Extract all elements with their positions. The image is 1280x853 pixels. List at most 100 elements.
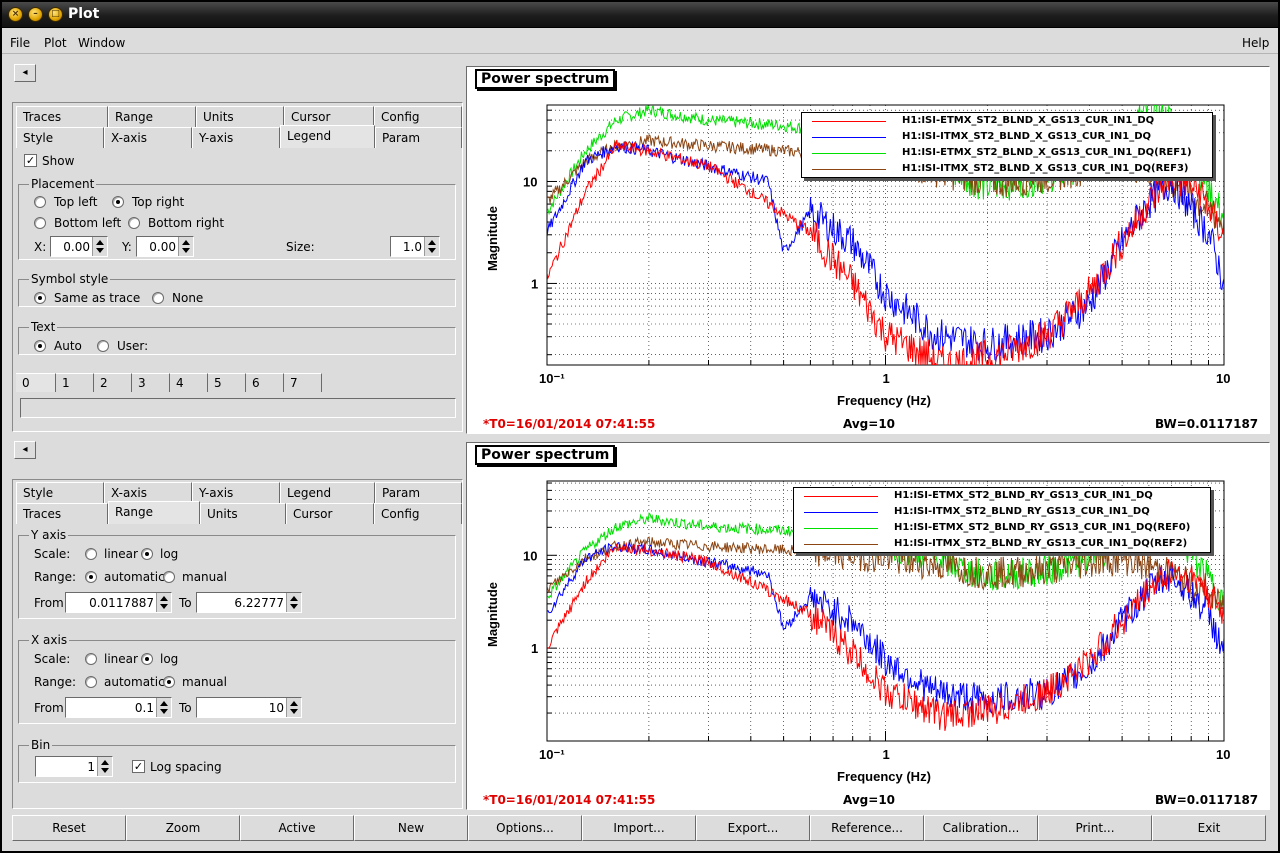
reset-button[interactable]: Reset — [12, 815, 126, 841]
trace-tab-4[interactable]: 4 — [170, 373, 208, 392]
same-as-trace-radio[interactable] — [34, 292, 46, 304]
y-linear-radio[interactable] — [85, 548, 97, 560]
power-spectrum-plot-top[interactable]: Power spectrum 10⁻¹ 1 10 10 1 Frequency (Hz) M… — [466, 66, 1270, 434]
legend-x-input[interactable]: 0.00 — [50, 236, 108, 257]
trace-tab-1[interactable]: 1 — [56, 373, 94, 392]
top-left-radio[interactable] — [34, 196, 46, 208]
legend-line — [804, 544, 878, 545]
x-log-radio[interactable] — [141, 653, 153, 665]
collapse-top-button[interactable]: ◂ — [14, 64, 36, 82]
tab-x-axis[interactable]: X-axis — [104, 127, 192, 148]
exit-button[interactable]: Exit — [1152, 815, 1266, 841]
maximize-icon[interactable]: □ — [48, 7, 63, 22]
y-from-spin-arrows[interactable] — [156, 593, 171, 612]
left-arrow-icon: ◂ — [22, 444, 28, 455]
legend-x-spin-arrows[interactable] — [92, 237, 107, 256]
tab-param[interactable]: Param — [375, 127, 462, 148]
x-from-input[interactable]: 0.1 — [65, 697, 172, 718]
top-right-radio[interactable] — [112, 196, 124, 208]
y-from-input[interactable]: 0.0117887 — [65, 592, 172, 613]
collapse-bottom-button[interactable]: ◂ — [14, 441, 36, 459]
x-automatic-radio[interactable] — [85, 676, 97, 688]
x-linear-radio[interactable] — [85, 653, 97, 665]
y-log-radio[interactable] — [141, 548, 153, 560]
symbol-none-radio[interactable] — [152, 292, 164, 304]
options-button[interactable]: Options... — [468, 815, 582, 841]
tab-config[interactable]: Config — [374, 503, 462, 524]
reference-button[interactable]: Reference... — [810, 815, 924, 841]
tab-y-axis[interactable]: Y-axis — [192, 482, 280, 503]
y-tick-label: 10 — [523, 548, 537, 563]
avg-label: Avg=10 — [843, 793, 896, 807]
tab-style[interactable]: Style — [16, 127, 104, 148]
legend-size-spin-arrows[interactable] — [424, 237, 439, 256]
text-auto-radio[interactable] — [34, 340, 46, 352]
y-manual-radio[interactable] — [163, 571, 175, 583]
tab-units[interactable]: Units — [196, 106, 284, 127]
tab-cursor[interactable]: Cursor — [286, 503, 374, 524]
tab-config[interactable]: Config — [374, 106, 462, 127]
menu-help[interactable]: Help — [1242, 36, 1270, 50]
legend-size-input[interactable]: 1.0 — [390, 236, 440, 257]
tab-y-axis[interactable]: Y-axis — [192, 127, 280, 148]
x-to-spin-arrows[interactable] — [286, 698, 301, 717]
y-tick-label: 1 — [531, 276, 538, 291]
close-icon[interactable]: × — [8, 7, 23, 22]
legend-line — [804, 528, 878, 529]
text-user-radio[interactable] — [97, 340, 109, 352]
new-button[interactable]: New — [354, 815, 468, 841]
title-bar[interactable]: × – □ Plot — [2, 2, 1278, 28]
print-button[interactable]: Print... — [1038, 815, 1152, 841]
zoom-button[interactable]: Zoom — [126, 815, 240, 841]
active-button[interactable]: Active — [240, 815, 354, 841]
x-manual-radio[interactable] — [163, 676, 175, 688]
y-to-spin-arrows[interactable] — [286, 593, 301, 612]
same-as-trace-label: Same as trace — [54, 291, 141, 305]
power-spectrum-plot-bottom[interactable]: Power spectrum 10⁻¹ 1 10 10 1 Frequency (Hz) M… — [466, 442, 1270, 810]
tab-cursor[interactable]: Cursor — [284, 106, 374, 127]
x-range-label: Range: — [34, 675, 77, 689]
bottom-left-radio[interactable] — [34, 217, 46, 229]
calibration-button[interactable]: Calibration... — [924, 815, 1038, 841]
plot-legend[interactable]: H1:ISI-ETMX_ST2_BLND_X_GS13_CUR_IN1_DQ H… — [801, 112, 1213, 178]
menu-window[interactable]: Window — [78, 36, 126, 50]
y-log-label: log — [160, 547, 179, 561]
menu-file[interactable]: File — [10, 36, 31, 50]
tab-legend[interactable]: Legend — [280, 125, 375, 148]
y-to-input[interactable]: 6.22777 — [196, 592, 302, 613]
menu-plot[interactable]: Plot — [44, 36, 67, 50]
trace-tab-7[interactable]: 7 — [284, 373, 322, 392]
tab-param[interactable]: Param — [375, 482, 462, 503]
plot-legend[interactable]: H1:ISI-ETMX_ST2_BLND_RY_GS13_CUR_IN1_DQ … — [793, 487, 1211, 553]
x-from-spin-arrows[interactable] — [156, 698, 171, 717]
trace-tab-0[interactable]: 0 — [16, 373, 56, 392]
avg-label: Avg=10 — [843, 417, 896, 431]
tab-units[interactable]: Units — [200, 503, 286, 524]
legend-y-spin-arrows[interactable] — [178, 237, 193, 256]
x-to-input[interactable]: 10 — [196, 697, 302, 718]
legend-y-value: 0.00 — [149, 240, 176, 254]
tab-style[interactable]: Style — [16, 482, 104, 503]
tab-traces[interactable]: Traces — [16, 503, 108, 524]
import-button[interactable]: Import... — [582, 815, 696, 841]
trace-tab-3[interactable]: 3 — [132, 373, 170, 392]
log-spacing-checkbox[interactable]: ✓ — [132, 760, 145, 773]
trace-tab-5[interactable]: 5 — [208, 373, 246, 392]
tab-x-axis[interactable]: X-axis — [104, 482, 192, 503]
tab-legend[interactable]: Legend — [280, 482, 375, 503]
y-automatic-radio[interactable] — [85, 571, 97, 583]
bin-spin-arrows[interactable] — [97, 757, 112, 776]
tab-range[interactable]: Range — [108, 106, 196, 127]
y-from-value: 0.0117887 — [89, 596, 154, 610]
minimize-icon[interactable]: – — [28, 7, 43, 22]
tab-range[interactable]: Range — [108, 501, 200, 524]
export-button[interactable]: Export... — [696, 815, 810, 841]
bottom-right-radio[interactable] — [128, 217, 140, 229]
bin-input[interactable]: 1 — [35, 756, 113, 777]
tab-traces[interactable]: Traces — [16, 106, 108, 127]
legend-user-text-field[interactable] — [20, 398, 456, 418]
legend-y-input[interactable]: 0.00 — [136, 236, 194, 257]
trace-tab-6[interactable]: 6 — [246, 373, 284, 392]
show-checkbox[interactable]: ✓ — [24, 154, 37, 167]
trace-tab-2[interactable]: 2 — [94, 373, 132, 392]
